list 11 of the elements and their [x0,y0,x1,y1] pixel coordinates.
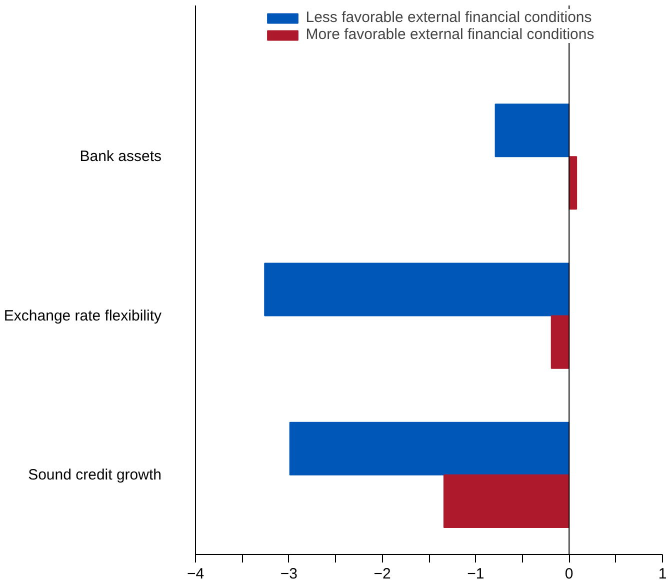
x-tick-label: 0 [564,566,574,581]
y-tick-label: Exchange rate flexibility [4,307,162,324]
y-tick-label: Bank assets [80,148,162,166]
x-tick-label: 1 [658,566,667,581]
y-tick-label: Sound credit growth [28,466,162,484]
legend-label: More favorable external financial conditions [306,26,594,43]
x-tick-label: −2 [374,566,391,581]
x-tick-label: −3 [280,566,298,581]
legend-label: Less favorable external financial conditions [306,9,592,26]
x-tick-label: −1 [467,566,484,581]
x-tick-label: −4 [186,566,204,581]
